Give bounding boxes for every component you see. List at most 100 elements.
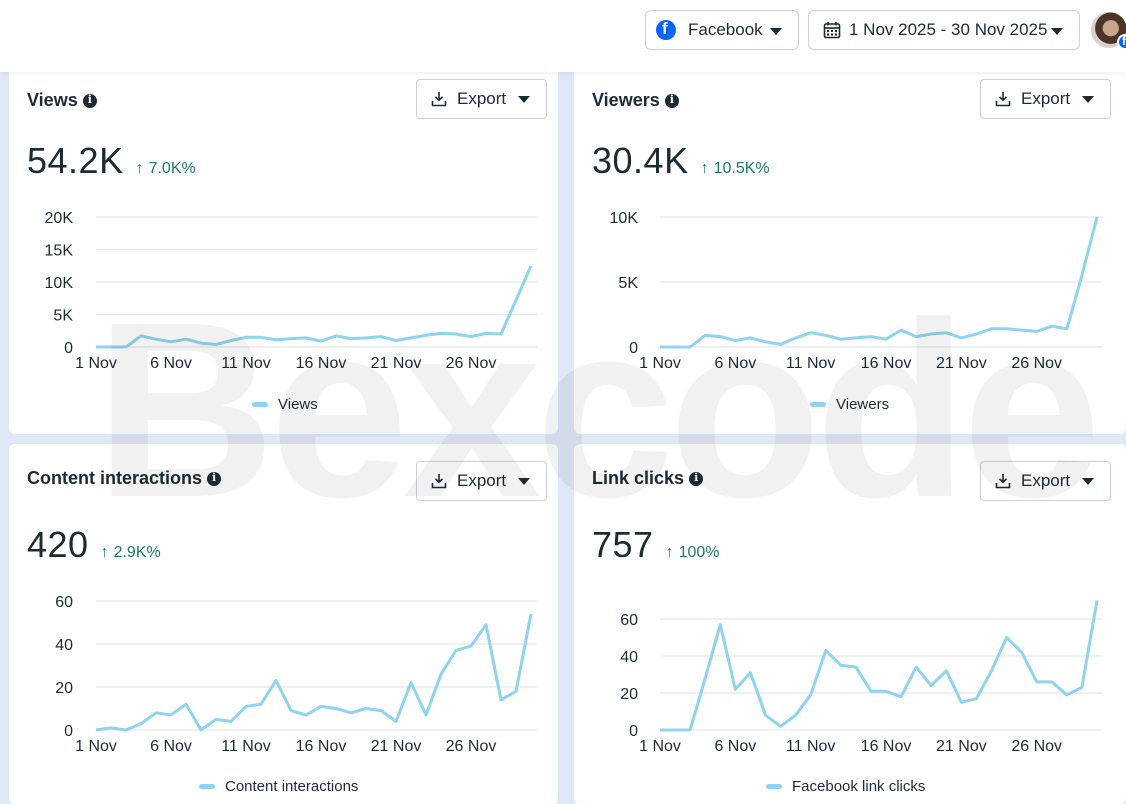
- date-range-selector[interactable]: 1 Nov 2025 - 30 Nov 2025: [808, 10, 1080, 50]
- chart-legend[interactable]: Viewers: [810, 396, 889, 413]
- y-tick-label: 60: [55, 594, 73, 611]
- info-icon[interactable]: [664, 93, 679, 108]
- metric-change-value: 10.5K%: [713, 160, 770, 177]
- link-clicks-chart: 0 20 40 60 1 Nov 6 Nov 11 Nov 16 Nov 21 Nov 26 No…: [620, 600, 1103, 755]
- x-tick-label: 6 Nov: [714, 355, 756, 372]
- y-tick-label: 10K: [610, 210, 639, 227]
- x-tick-label: 1 Nov: [639, 738, 681, 755]
- x-tick-label: 16 Nov: [861, 738, 912, 755]
- y-tick-label: 5K: [53, 308, 73, 325]
- x-tick-label: 1 Nov: [639, 355, 681, 372]
- download-icon: [431, 92, 447, 107]
- y-tick-label: 0: [64, 723, 73, 740]
- metric-change: ↑ 7.0K%: [136, 160, 196, 178]
- chevron-down-icon: [518, 478, 530, 485]
- y-tick-label: 40: [55, 637, 73, 654]
- x-tick-label: 16 Nov: [296, 355, 347, 372]
- arrow-up-icon: ↑: [135, 160, 144, 177]
- legend-swatch: [766, 784, 782, 789]
- export-button[interactable]: Export: [416, 461, 547, 501]
- content-interactions-panel: Content interactions Export 420 ↑2.9K% 0…: [9, 444, 558, 804]
- views-chart: 0 5K 10K 15K 20K 1 Nov 6 Nov 11 Nov 16 Nov 21 Nov…: [45, 210, 537, 372]
- series-line[interactable]: [660, 216, 1099, 349]
- x-tick-label: 26 Nov: [446, 738, 497, 755]
- x-tick-label: 21 Nov: [371, 355, 422, 372]
- y-tick-label: 20: [620, 686, 638, 703]
- y-tick-label: 5K: [618, 275, 638, 292]
- metric-summary: 420 ↑ 2.9K%: [27, 524, 161, 566]
- panel-title-text: Viewers: [592, 90, 660, 110]
- export-button[interactable]: Export: [980, 461, 1111, 501]
- download-icon: [995, 92, 1011, 107]
- info-icon[interactable]: [207, 471, 222, 486]
- chart-legend[interactable]: Content interactions: [199, 778, 358, 795]
- metric-change-value: 7.0K%: [148, 160, 196, 177]
- export-button[interactable]: Export: [416, 79, 547, 119]
- download-icon: [995, 474, 1011, 489]
- platform-selector[interactable]: Facebook: [645, 10, 799, 50]
- x-tick-label: 11 Nov: [786, 355, 836, 372]
- x-tick-label: 6 Nov: [150, 355, 192, 372]
- x-tick-label: 11 Nov: [786, 738, 836, 755]
- legend-swatch: [252, 402, 268, 407]
- metric-change: ↑ 100%: [666, 544, 720, 562]
- x-tick-label: 1 Nov: [75, 738, 117, 755]
- metric-summary: 757 ↑ 100%: [592, 524, 720, 566]
- x-tick-label: 26 Nov: [1011, 738, 1062, 755]
- series-line[interactable]: [96, 265, 533, 349]
- y-tick-label: 10K: [45, 275, 74, 292]
- metric-change-value: 100%: [678, 544, 720, 561]
- metric-change: ↑ 2.9K%: [101, 544, 161, 562]
- series-line[interactable]: [95, 613, 533, 732]
- chevron-down-icon: [1082, 478, 1094, 485]
- legend-label: Content interactions: [225, 778, 359, 795]
- arrow-up-icon: ↑: [700, 160, 709, 177]
- metric-change: ↑ 10.5K%: [701, 160, 770, 178]
- chart-legend[interactable]: Views: [252, 396, 318, 413]
- legend-label: Views: [278, 396, 318, 413]
- chevron-down-icon: [1082, 96, 1094, 103]
- facebook-badge-icon: [1117, 34, 1126, 50]
- facebook-icon: [656, 19, 676, 40]
- metric-value: 757: [592, 524, 654, 565]
- arrow-up-icon: ↑: [100, 544, 109, 561]
- panel-title: Link clicks: [592, 468, 704, 489]
- export-button[interactable]: Export: [980, 79, 1111, 119]
- x-tick-label: 11 Nov: [221, 738, 271, 755]
- export-label: Export: [1021, 89, 1071, 108]
- y-tick-label: 0: [629, 723, 638, 740]
- download-icon: [431, 474, 447, 489]
- metric-change-value: 2.9K%: [113, 544, 161, 561]
- y-tick-label: 0: [629, 340, 638, 357]
- x-tick-label: 21 Nov: [936, 355, 987, 372]
- export-label: Export: [457, 471, 507, 490]
- date-range-label: 1 Nov 2025 - 30 Nov 2025: [849, 20, 1048, 39]
- x-tick-label: 16 Nov: [861, 355, 912, 372]
- viewers-chart: 0 5K 10K 1 Nov 6 Nov 11 Nov 16 Nov 21 Nov 26 Nov: [610, 210, 1103, 372]
- panel-title-text: Link clicks: [592, 468, 685, 488]
- x-tick-label: 26 Nov: [1011, 355, 1062, 372]
- metric-value: 54.2K: [27, 140, 124, 181]
- legend-swatch: [810, 402, 826, 407]
- panel-title-text: Content interactions: [27, 468, 203, 488]
- views-panel: Views Export 54.2K ↑7.0K% 0 5K 10K 15K 20K 1 …: [9, 66, 558, 434]
- avatar[interactable]: [1091, 12, 1126, 50]
- x-tick-label: 6 Nov: [714, 738, 756, 755]
- x-tick-label: 26 Nov: [446, 355, 497, 372]
- chart-legend[interactable]: Facebook link clicks: [766, 778, 925, 795]
- calendar-icon: [823, 22, 841, 39]
- panel-title-text: Views: [27, 90, 78, 110]
- x-tick-label: 21 Nov: [371, 738, 422, 755]
- export-label: Export: [457, 89, 507, 108]
- series-line[interactable]: [660, 600, 1099, 732]
- x-tick-label: 1 Nov: [75, 355, 117, 372]
- x-tick-label: 6 Nov: [150, 738, 192, 755]
- legend-swatch: [199, 784, 215, 789]
- panel-title: Viewers: [592, 90, 679, 111]
- info-icon[interactable]: [689, 471, 704, 486]
- metric-value: 30.4K: [592, 140, 689, 181]
- info-icon[interactable]: [82, 93, 97, 108]
- arrow-up-icon: ↑: [665, 544, 674, 561]
- viewers-panel: Viewers Export 30.4K ↑10.5K% 0 5K 10K 1 Nov…: [574, 66, 1126, 434]
- y-tick-label: 15K: [45, 243, 74, 260]
